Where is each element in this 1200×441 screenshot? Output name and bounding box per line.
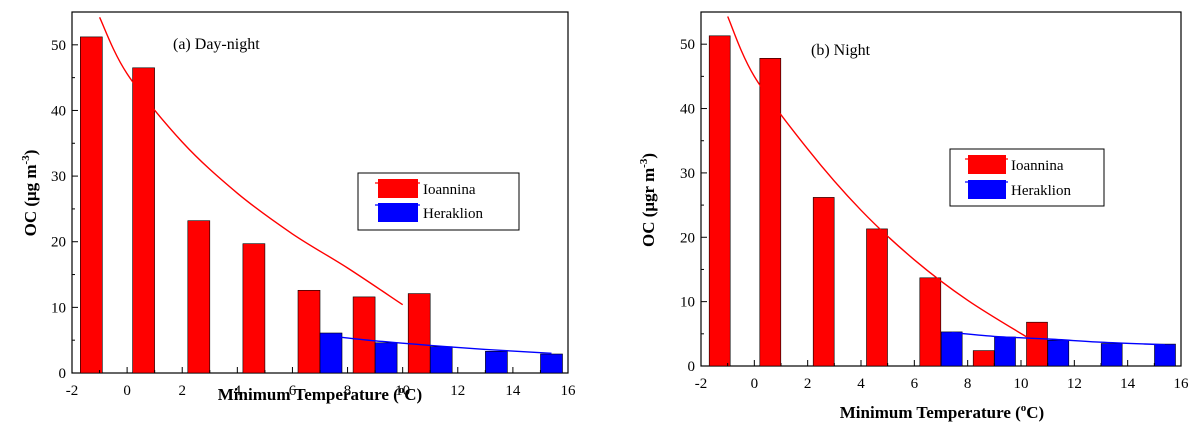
x-tick-label: 2 (804, 376, 812, 392)
bar-heraklion-3 (485, 350, 508, 374)
bar-ioannina-6 (407, 293, 431, 374)
x-tick-label: 2 (178, 383, 186, 399)
x-tick-label: -2 (66, 383, 79, 399)
fit-curve-heraklion (951, 331, 1166, 346)
x-tick-label: 6 (911, 376, 919, 392)
y-axis-ticks: 0 10 20 30 40 50 (680, 37, 707, 375)
x-tick-label: -2 (695, 376, 708, 392)
fit-curve-ioannina (727, 16, 1035, 343)
x-axis-title: Minimum Temperature (oC) (840, 402, 1044, 422)
legend-swatch-heraklion (968, 180, 1006, 199)
x-axis-ticks: -2 0 2 4 6 8 10 12 14 16 (66, 367, 576, 399)
x-tick-label: 8 (964, 376, 972, 392)
panel-title: (a) Day-night (173, 36, 260, 53)
bar-ioannina-3 (242, 243, 266, 374)
y-tick-label: 0 (688, 359, 696, 375)
bar-heraklion-0 (319, 332, 343, 374)
y-axis-title: OC (μgr m-3) (638, 153, 658, 247)
bar-heraklion-4 (540, 353, 563, 374)
x-tick-label: 8 (344, 383, 352, 399)
y-axis-title: OC (μg m-3) (20, 150, 40, 237)
bars (708, 35, 1176, 367)
bar-ioannina-1 (759, 57, 782, 367)
x-tick-label: 4 (857, 376, 865, 392)
legend-label-ioannina: Ioannina (1011, 158, 1064, 174)
y-tick-label: 0 (59, 366, 67, 382)
bar-ioannina-1 (132, 67, 155, 374)
bar-ioannina-5 (352, 296, 376, 374)
bar-ioannina-3 (866, 228, 888, 367)
legend-swatch-ioannina (968, 155, 1006, 174)
y-axis-ticks: 0 10 20 30 40 50 (51, 38, 78, 382)
x-tick-label: 16 (1174, 376, 1190, 392)
bar-ioannina-2 (812, 197, 835, 367)
bar-heraklion-0 (940, 331, 963, 367)
bar-heraklion-1 (994, 336, 1016, 367)
bar-heraklion-1 (374, 342, 398, 374)
y-tick-label: 50 (680, 37, 695, 53)
bar-heraklion-2 (1047, 339, 1070, 367)
bar-ioannina-0 (708, 35, 731, 367)
x-tick-label: 12 (450, 383, 465, 399)
x-tick-label: 10 (395, 383, 410, 399)
legend-label-heraklion: Heraklion (423, 206, 483, 222)
bar-ioannina-2 (187, 220, 211, 374)
bar-ioannina-4 (919, 277, 942, 367)
x-tick-label: 12 (1067, 376, 1082, 392)
legend-swatch-ioannina (378, 179, 418, 198)
bar-heraklion-3 (1100, 343, 1123, 367)
y-tick-label: 20 (51, 235, 66, 251)
bar-ioannina-6 (1026, 321, 1048, 367)
legend-label-ioannina: Ioannina (423, 182, 476, 198)
legend: Ioannina Heraklion (949, 148, 1105, 207)
bar-heraklion-2 (429, 346, 453, 374)
bar-heraklion-4 (1154, 343, 1176, 367)
fit-curve-heraklion (330, 335, 552, 354)
bar-ioannina-5 (972, 350, 995, 367)
x-tick-label: 14 (505, 383, 521, 399)
x-tick-label: 10 (1014, 376, 1029, 392)
legend: Ioannina Heraklion (357, 172, 520, 231)
legend-label-heraklion: Heraklion (1011, 183, 1071, 199)
fit-curves (98, 16, 552, 354)
y-tick-label: 30 (51, 169, 66, 185)
y-tick-label: 30 (680, 166, 695, 182)
y-tick-label: 10 (51, 300, 66, 316)
bar-ioannina-4 (297, 289, 321, 374)
y-tick-label: 20 (680, 230, 695, 246)
y-tick-label: 50 (51, 38, 66, 54)
legend-swatch-heraklion (378, 203, 418, 222)
x-tick-label: 14 (1120, 376, 1136, 392)
x-axis-title: Minimum Temperature (oC) (218, 384, 422, 404)
panel-title: (b) Night (811, 42, 871, 59)
y-tick-label: 40 (51, 103, 66, 119)
x-tick-label: 0 (123, 383, 131, 399)
x-tick-label: 6 (289, 383, 297, 399)
x-axis-ticks: -2 0 2 4 6 8 10 12 14 16 (695, 360, 1189, 392)
x-tick-label: 0 (751, 376, 759, 392)
fit-curves (727, 16, 1166, 346)
fit-curve-ioannina (98, 16, 404, 306)
x-tick-label: 16 (561, 383, 577, 399)
x-tick-label: 4 (234, 383, 242, 399)
bars (80, 36, 563, 374)
y-tick-label: 10 (680, 295, 695, 311)
y-tick-label: 40 (680, 102, 695, 118)
bar-ioannina-0 (80, 36, 103, 374)
